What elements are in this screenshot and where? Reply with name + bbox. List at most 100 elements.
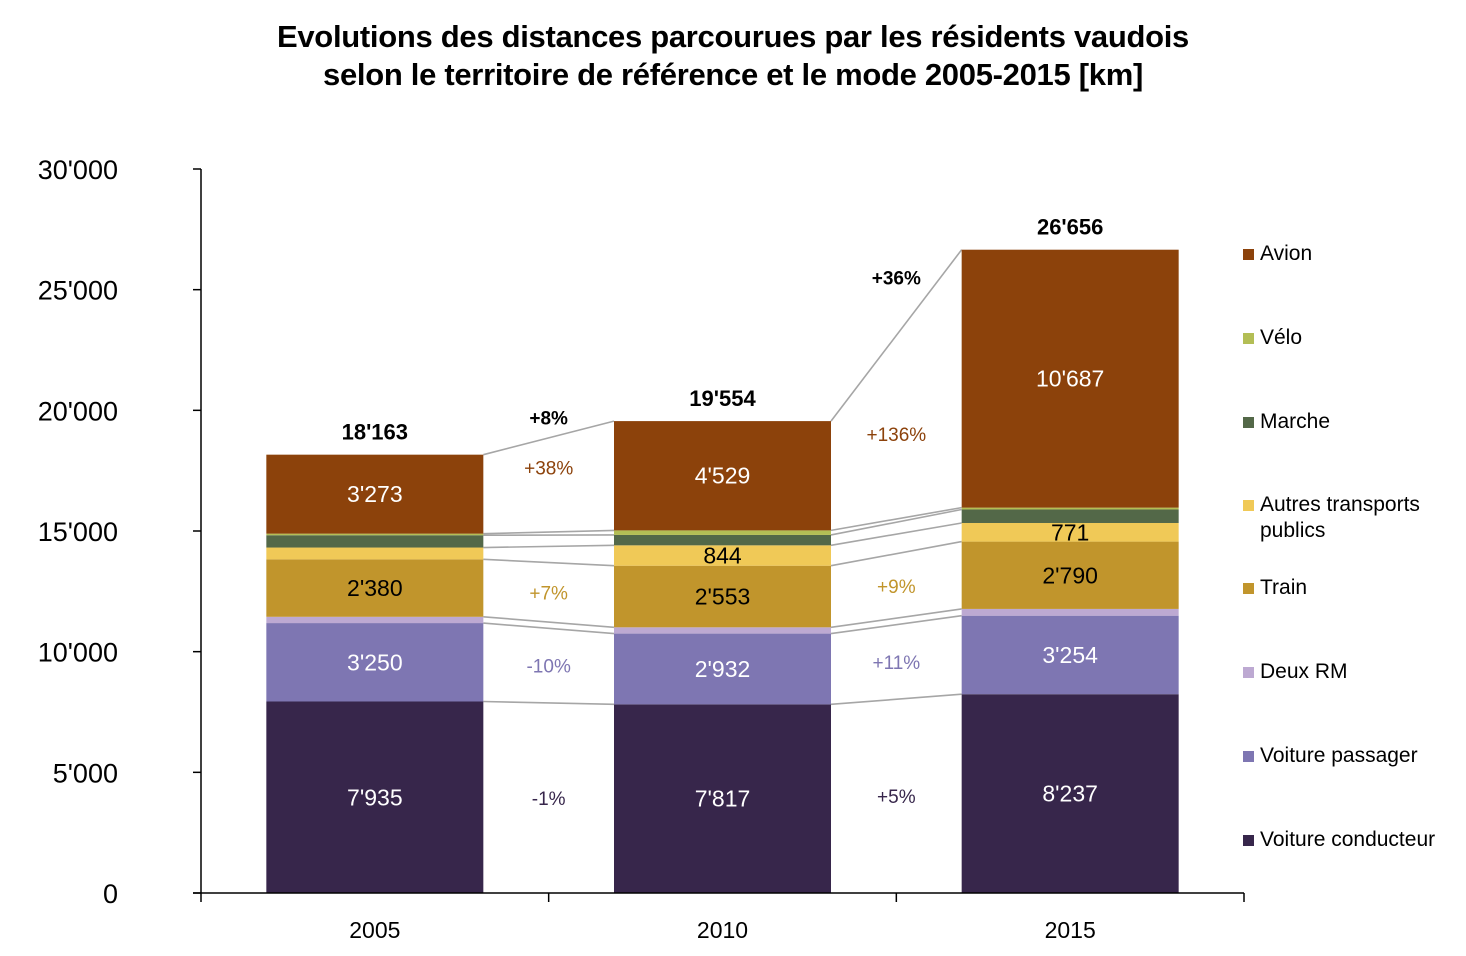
y-tick-label: 10'000 (38, 638, 118, 668)
connector-line (830, 693, 962, 706)
data-label: 2'932 (695, 656, 751, 682)
legend-label: Train (1260, 576, 1308, 599)
data-label: 7'935 (347, 784, 403, 810)
legend-swatch (1243, 751, 1254, 762)
bar-segment-voiture-conducteur-2010 (614, 704, 831, 893)
change-annotation: -10% (526, 657, 570, 678)
connector-line (830, 522, 962, 547)
data-label: 10'687 (1036, 366, 1104, 392)
bar-segment-marche-2005 (266, 535, 484, 548)
x-tick-label: 2015 (1045, 917, 1096, 943)
data-label: 7'817 (695, 786, 751, 812)
x-tick-label: 2005 (349, 917, 400, 943)
bar-segment-vélo-2010 (614, 530, 831, 535)
legend-label: Avion (1260, 242, 1313, 265)
chart-title-line-2: selon le territoire de référence et le m… (323, 57, 1143, 92)
connector-line (830, 249, 963, 422)
bar-segment-voiture-passager-2010 (614, 633, 831, 705)
bar-segment-autres-transports-publics-2015 (961, 522, 1179, 542)
bar-segment-deux-rm-2005 (266, 616, 484, 624)
axes: 0 5'000 10'000 15'000 20'000 25'000 30'000 2005… (38, 155, 1245, 943)
legend-swatch (1243, 500, 1254, 511)
change-annotation: +8% (529, 409, 568, 430)
connector-line (830, 506, 962, 532)
bar-segment-train-2005 (266, 559, 484, 617)
data-label: 3'254 (1042, 642, 1098, 668)
connector-line (483, 558, 615, 567)
y-tick-label: 0 (103, 879, 118, 909)
change-annotation: +9% (877, 577, 916, 598)
bar-segment-voiture-passager-2015 (961, 615, 1179, 695)
data-label: 844 (703, 543, 742, 569)
connector-line (483, 700, 615, 706)
change-annotation: -1% (532, 789, 566, 810)
labels: 7'935 7'817 8'237 3'250 2'932 3'254 2'380 2'553… (342, 215, 1105, 812)
connector-line (483, 615, 615, 629)
data-label: 2'553 (695, 584, 751, 610)
change-annotation: +38% (524, 459, 573, 480)
chart-title-line-1: Evolutions des distances parcourues par … (276, 19, 1190, 54)
bar-segment-voiture-passager-2005 (266, 623, 484, 702)
connector-line (483, 529, 615, 535)
data-label: 2'790 (1042, 562, 1098, 588)
legend-label: Voiture conducteur (1260, 828, 1436, 851)
bar-segment-avion-2015 (961, 249, 1179, 508)
y-tick-label: 30'000 (38, 155, 118, 185)
bar-segment-train-2010 (614, 565, 831, 628)
data-label: 8'237 (1042, 781, 1098, 807)
bar-segment-avion-2005 (266, 454, 484, 534)
legend-swatch (1243, 417, 1254, 428)
bar-segment-vélo-2005 (266, 533, 484, 536)
total-label: 19'554 (689, 386, 756, 411)
connector-line (830, 508, 962, 536)
connector-line (483, 544, 615, 549)
legend-label: Voiture passager (1260, 744, 1418, 767)
data-label: 2'380 (347, 575, 403, 601)
bar-segment-voiture-conducteur-2005 (266, 701, 484, 893)
legend-swatch (1243, 249, 1254, 260)
bar-segment-marche-2015 (961, 509, 1179, 523)
data-label: 4'529 (695, 463, 751, 489)
data-label: 771 (1051, 519, 1089, 545)
bar-segment-autres-transports-publics-2005 (266, 547, 484, 560)
change-annotation: +5% (877, 787, 916, 808)
bar-segment-autres-transports-publics-2010 (614, 545, 831, 566)
legend-swatch (1243, 583, 1254, 594)
bar-segment-train-2015 (961, 541, 1179, 609)
bars (266, 249, 1179, 893)
data-label: 3'273 (347, 481, 403, 507)
total-label: 18'163 (342, 420, 408, 445)
y-tick-label: 20'000 (38, 396, 118, 426)
y-tick-label: 25'000 (38, 276, 118, 306)
connector-line (483, 622, 615, 635)
legend-label: Vélo (1260, 326, 1303, 349)
change-annotation: +36% (872, 269, 921, 290)
connector-line (830, 614, 962, 635)
x-tick-label: 2010 (697, 917, 748, 943)
legend-label: Marche (1260, 410, 1331, 433)
legend-label: Autres transports publics (1260, 493, 1420, 542)
legend-swatch (1243, 835, 1254, 846)
bar-segment-avion-2010 (614, 421, 831, 531)
bar-segment-vélo-2015 (961, 507, 1179, 510)
y-tick-label: 15'000 (38, 517, 118, 547)
total-label: 26'656 (1037, 215, 1103, 240)
y-tick-label: 5'000 (53, 758, 118, 788)
bar-segment-marche-2010 (614, 534, 831, 546)
connector-line (830, 608, 962, 629)
chart-title: Evolutions des distances parcourues par … (0, 18, 1466, 94)
legend-swatch (1243, 333, 1254, 344)
legend-label: Deux RM (1260, 660, 1348, 683)
change-annotation: +7% (529, 583, 568, 604)
change-annotation: +11% (872, 653, 920, 674)
bar-segment-deux-rm-2015 (961, 608, 1179, 616)
connector-line (483, 420, 615, 456)
bar-segment-deux-rm-2010 (614, 627, 831, 634)
change-annotation: +136% (866, 425, 926, 446)
bar-segment-voiture-conducteur-2015 (961, 694, 1179, 893)
connector-lines (483, 249, 963, 706)
data-label: 3'250 (347, 649, 403, 675)
legend-swatch (1243, 667, 1254, 678)
connector-line (830, 540, 962, 567)
